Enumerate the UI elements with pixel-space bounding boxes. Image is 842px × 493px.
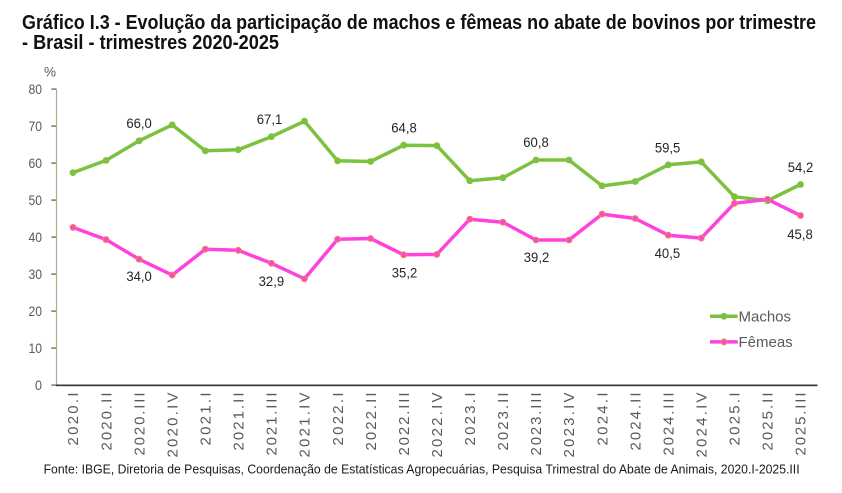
svg-text:40,5: 40,5: [655, 245, 681, 261]
svg-text:30: 30: [29, 266, 43, 282]
svg-text:2023.III: 2023.III: [528, 393, 545, 456]
svg-text:2024.III: 2024.III: [661, 393, 678, 456]
svg-text:2020.IV: 2020.IV: [164, 393, 181, 458]
svg-text:2023.IV: 2023.IV: [561, 393, 578, 458]
svg-text:- Brasil - trimestres 2020-202: - Brasil - trimestres 2020-2025: [22, 32, 279, 54]
svg-text:2021.II: 2021.II: [231, 393, 248, 451]
svg-text:60: 60: [29, 155, 43, 171]
svg-text:54,2: 54,2: [788, 159, 814, 175]
svg-text:2021.I: 2021.I: [198, 393, 215, 446]
svg-text:60,8: 60,8: [523, 134, 549, 150]
svg-text:40: 40: [29, 229, 43, 245]
svg-text:2020.III: 2020.III: [131, 393, 148, 456]
svg-text:2023.I: 2023.I: [462, 393, 479, 446]
svg-text:64,8: 64,8: [391, 120, 417, 136]
svg-text:80: 80: [29, 81, 43, 97]
svg-text:59,5: 59,5: [655, 140, 681, 156]
svg-text:2025.III: 2025.III: [793, 393, 810, 456]
svg-text:0: 0: [35, 377, 42, 393]
svg-text:Machos: Machos: [739, 309, 792, 326]
svg-text:2023.II: 2023.II: [495, 393, 512, 451]
svg-text:Fêmeas: Fêmeas: [739, 334, 793, 351]
svg-text:67,1: 67,1: [257, 111, 283, 127]
svg-text:39,2: 39,2: [524, 249, 550, 265]
svg-text:2024.I: 2024.I: [594, 393, 611, 446]
svg-text:Fonte: IBGE, Diretoria de Pesq: Fonte: IBGE, Diretoria de Pesquisas, Coo…: [44, 461, 800, 476]
svg-text:35,2: 35,2: [392, 265, 418, 281]
svg-text:2022.I: 2022.I: [330, 393, 347, 446]
svg-text:45,8: 45,8: [787, 226, 813, 242]
svg-text:66,0: 66,0: [126, 115, 152, 131]
svg-text:70: 70: [29, 118, 43, 134]
svg-text:2021.IV: 2021.IV: [297, 393, 314, 458]
svg-text:34,0: 34,0: [126, 268, 152, 284]
svg-text:50: 50: [29, 192, 43, 208]
svg-text:Gráfico I.3 - Evolução da part: Gráfico I.3 - Evolução da participação d…: [22, 12, 816, 34]
svg-text:2024.IV: 2024.IV: [694, 393, 711, 458]
svg-text:2021.III: 2021.III: [264, 393, 281, 456]
svg-text:2022.IV: 2022.IV: [429, 393, 446, 458]
svg-text:20: 20: [29, 303, 43, 319]
svg-text:32,9: 32,9: [259, 273, 285, 289]
svg-text:2020.I: 2020.I: [65, 393, 82, 446]
svg-text:2025.I: 2025.I: [727, 393, 744, 446]
svg-text:2022.III: 2022.III: [396, 393, 413, 456]
svg-text:%: %: [44, 65, 56, 80]
svg-text:2020.II: 2020.II: [98, 393, 115, 451]
svg-text:2025.II: 2025.II: [760, 393, 777, 451]
svg-text:10: 10: [29, 340, 43, 356]
svg-text:2024.II: 2024.II: [627, 393, 644, 451]
svg-text:2022.II: 2022.II: [363, 393, 380, 451]
